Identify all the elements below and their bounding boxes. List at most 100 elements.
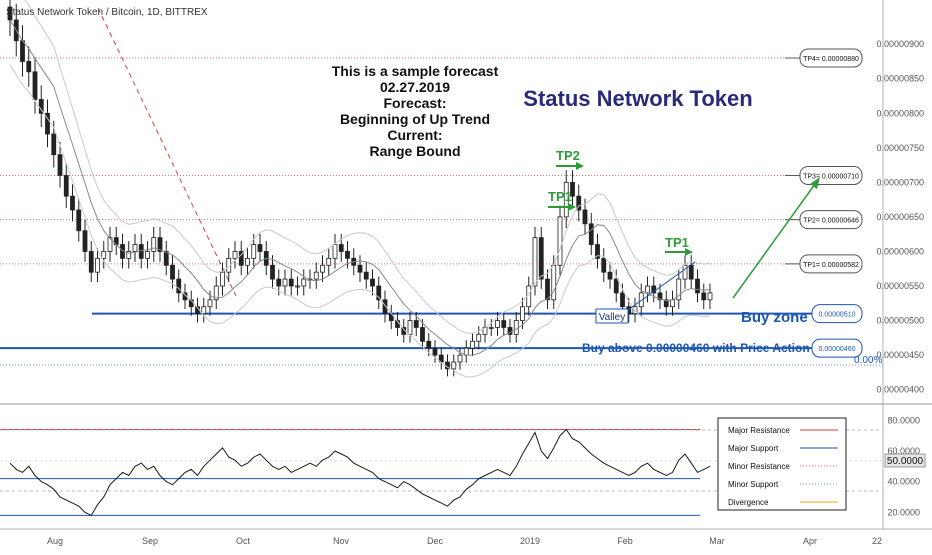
x-tick-label: Feb bbox=[617, 536, 633, 546]
legend-label: Divergence bbox=[728, 498, 769, 507]
valley-pointer bbox=[627, 261, 696, 311]
candle-body bbox=[507, 327, 513, 335]
candle-body bbox=[470, 340, 475, 349]
candle-body bbox=[257, 244, 263, 252]
rsi-series-line bbox=[9, 428, 711, 517]
forecast-note-line: Beginning of Up Trend bbox=[340, 111, 490, 127]
y-axis-tick-labels: 0.00000900 0.00000850 0.00000800 0.00000750… bbox=[876, 39, 924, 394]
rsi-tick-label: 60.0000 bbox=[887, 446, 920, 456]
valley-label: Valley bbox=[599, 312, 626, 323]
uptrend-forecast-arrowhead bbox=[810, 177, 820, 189]
candle-body bbox=[382, 299, 388, 315]
candle-body bbox=[557, 216, 563, 266]
candle-body bbox=[320, 264, 325, 273]
tp1-left-label: TP1 bbox=[548, 189, 572, 204]
rsi-tick-label: 20.0000 bbox=[887, 507, 920, 517]
candle-body bbox=[407, 320, 413, 335]
tp1-right-label: TP1 bbox=[665, 235, 689, 250]
candle-body bbox=[613, 278, 619, 294]
candle-body bbox=[126, 251, 132, 259]
candle-body bbox=[163, 251, 169, 266]
candle-body bbox=[20, 40, 25, 62]
valley-annotation: Valley bbox=[595, 261, 696, 324]
candle-body bbox=[338, 244, 344, 252]
y-tick-label: 0.00000700 bbox=[876, 177, 924, 187]
x-tick-label: Dec bbox=[427, 536, 444, 546]
candle-body bbox=[101, 251, 107, 259]
tp-level-box bbox=[799, 254, 863, 274]
moving-averages bbox=[9, 0, 711, 378]
candle-body bbox=[595, 244, 600, 259]
candle-body bbox=[513, 320, 519, 335]
y-tick-label: 0.00000750 bbox=[876, 143, 924, 153]
candle-body bbox=[88, 251, 94, 273]
candle-body bbox=[76, 209, 82, 232]
candle-body bbox=[51, 133, 57, 156]
legend-label: Major Resistance bbox=[728, 426, 790, 435]
candle-body bbox=[220, 271, 225, 287]
candle-body bbox=[245, 257, 250, 266]
tp-level-box bbox=[799, 210, 863, 230]
y-tick-label: 0.00000400 bbox=[876, 385, 924, 395]
candle-body bbox=[695, 278, 700, 294]
candle-body bbox=[701, 292, 707, 301]
target-annotations: TP2 TP1 TP1 bbox=[548, 148, 820, 299]
candle-body bbox=[82, 230, 88, 252]
support-level-box bbox=[811, 338, 863, 358]
y-tick-label: 0.00000550 bbox=[876, 281, 924, 291]
candle-body bbox=[707, 292, 713, 301]
x-tick-label: 2019 bbox=[520, 536, 540, 546]
candle-body bbox=[501, 320, 507, 328]
candle-body bbox=[357, 264, 363, 273]
upper-band-line bbox=[24, 0, 711, 334]
lower-band-line bbox=[9, 64, 711, 378]
candle-body bbox=[45, 112, 50, 135]
symbol-title: Status Network Token / Bitcoin, 1D, BITT… bbox=[6, 7, 208, 18]
y-tick-label: 0.00000650 bbox=[876, 212, 924, 222]
fib-zero-label: 0.00% bbox=[854, 355, 882, 366]
legend-label: Major Support bbox=[728, 444, 779, 453]
candle-body bbox=[270, 264, 275, 280]
tp-level-label: TP1= 0.00000582 bbox=[803, 262, 859, 269]
candle-body bbox=[207, 299, 213, 308]
candle-body bbox=[301, 278, 307, 287]
support-level-box bbox=[811, 304, 863, 324]
y-tick-label: 0.00000600 bbox=[876, 246, 924, 256]
candle-body bbox=[682, 264, 688, 280]
candle-body bbox=[538, 237, 544, 280]
candle-body bbox=[95, 257, 100, 273]
candle-body bbox=[132, 244, 138, 252]
candle-body bbox=[363, 271, 369, 280]
candle-body bbox=[645, 285, 650, 294]
candlesticks bbox=[7, 0, 713, 377]
candle-body bbox=[326, 257, 332, 266]
candle-body bbox=[313, 271, 319, 280]
buy-zone-label: Buy zone bbox=[741, 309, 808, 326]
x-tick-label: Apr bbox=[803, 536, 817, 546]
candle-body bbox=[282, 278, 288, 287]
candle-body bbox=[70, 195, 75, 211]
forecast-note-line: Current: bbox=[387, 127, 442, 143]
x-tick-label: Sep bbox=[142, 536, 158, 546]
candle-body bbox=[488, 327, 494, 329]
candle-body bbox=[476, 333, 482, 342]
x-tick-label: Oct bbox=[236, 536, 251, 546]
legend-label: Minor Support bbox=[728, 480, 779, 489]
candle-body bbox=[157, 237, 163, 252]
candle-body bbox=[32, 71, 38, 100]
tp-level-box bbox=[799, 165, 863, 185]
candle-body bbox=[570, 181, 575, 197]
candle-body bbox=[620, 292, 625, 308]
candle-body bbox=[332, 244, 338, 259]
brand-title: Status Network Token bbox=[523, 86, 752, 111]
candle-body bbox=[582, 209, 588, 225]
candle-body bbox=[251, 244, 257, 259]
candle-body bbox=[563, 181, 569, 218]
candle-body bbox=[576, 195, 582, 211]
candle-body bbox=[420, 327, 425, 342]
x-tick-label: 22 bbox=[872, 536, 882, 546]
candle-body bbox=[145, 251, 150, 259]
rsi-axis-tick-labels: 80.0000 60.0000 40.0000 20.0000 bbox=[887, 415, 920, 517]
